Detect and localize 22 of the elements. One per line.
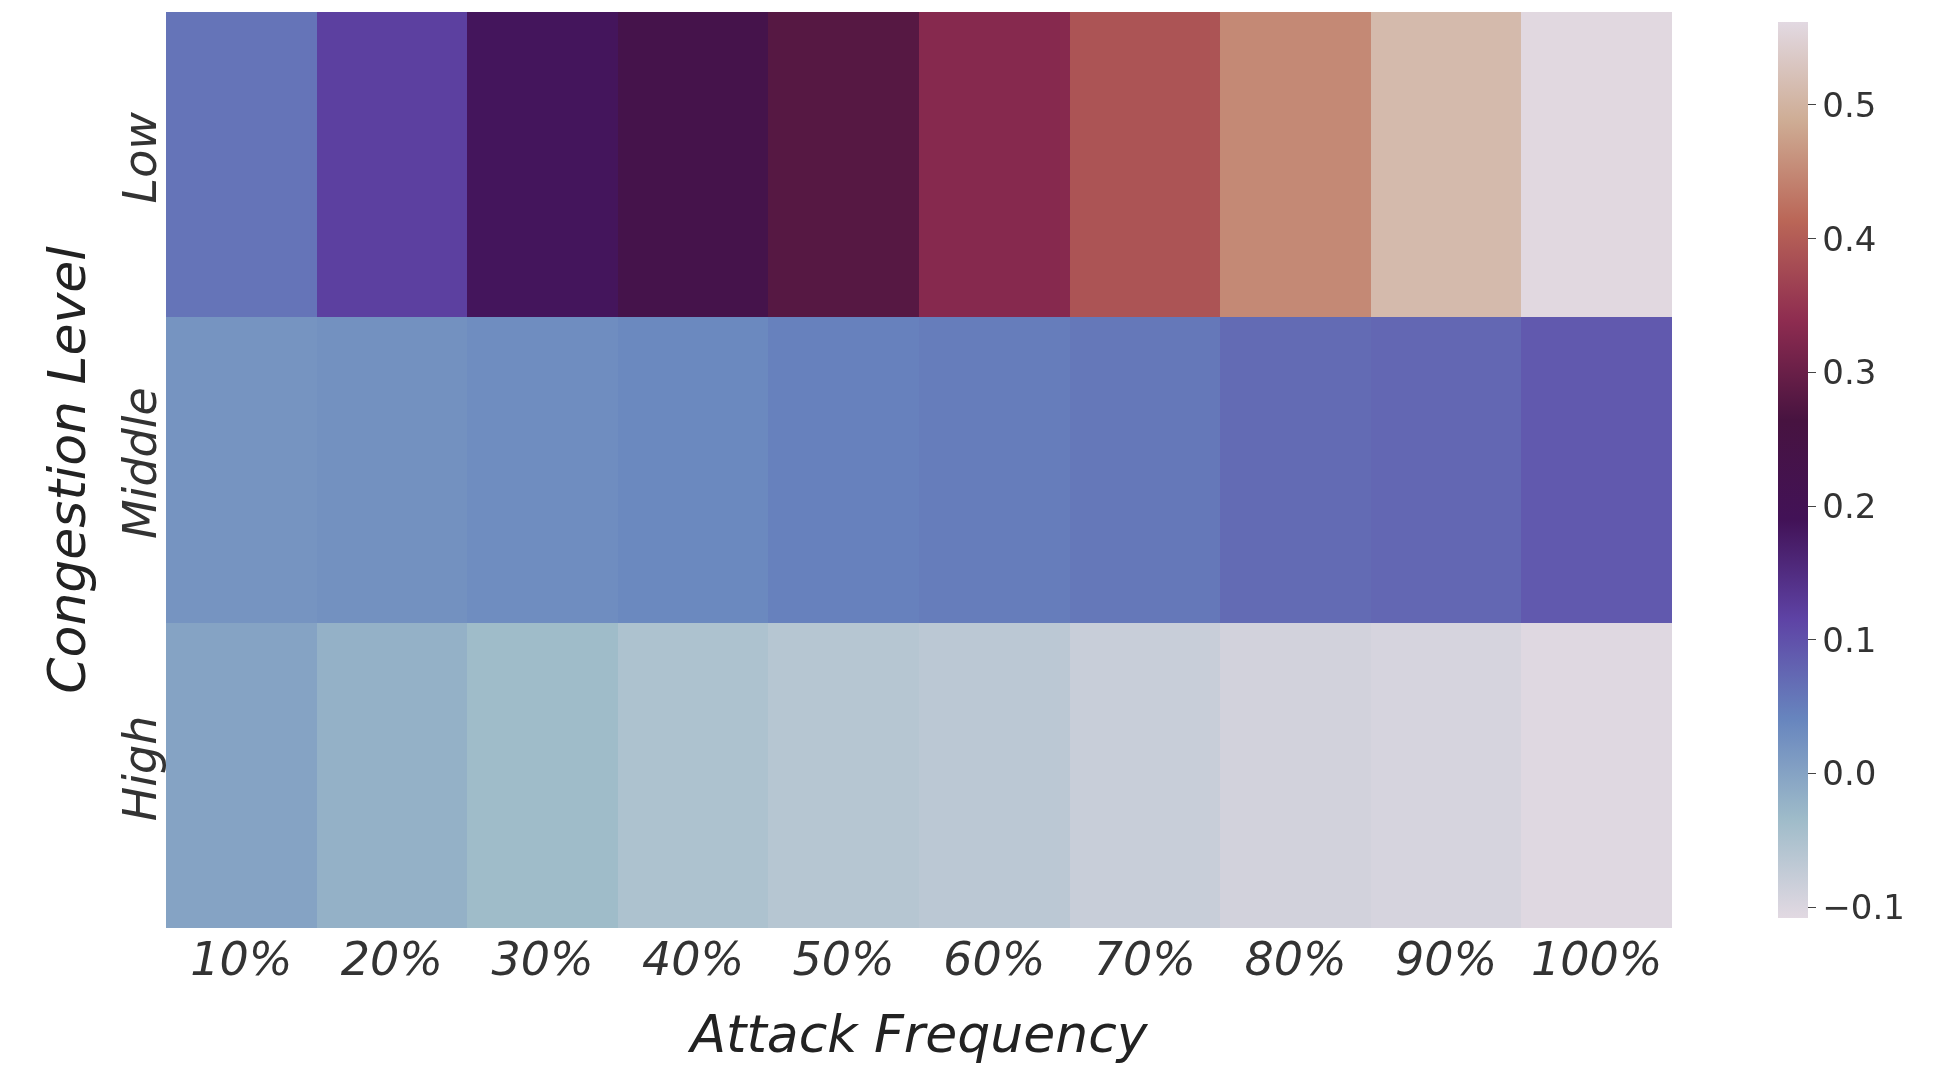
x-tick-label: 90% (1394, 932, 1498, 986)
x-tick-label: 40% (641, 932, 745, 986)
x-axis-title: Attack Frequency (687, 1003, 1149, 1064)
color-bar-label: 0.0 (1822, 753, 1877, 794)
color-bar-label: 0.3 (1822, 352, 1877, 393)
x-tick-label: 20% (340, 932, 444, 986)
y-tick-label: High (112, 715, 167, 822)
y-tick-label: Low (112, 111, 167, 204)
color-bar-label: 0.5 (1822, 84, 1877, 125)
x-tick-label: 70% (1093, 932, 1197, 986)
x-tick-label: 50% (792, 932, 895, 986)
x-tick-label: 30% (491, 932, 594, 986)
x-tick-label: 80% (1244, 932, 1347, 986)
y-tick-label: Middle (112, 387, 167, 540)
color-bar-label: 0.2 (1822, 486, 1877, 527)
x-tick-label: 100% (1530, 932, 1663, 986)
color-bar-label: 0.1 (1822, 619, 1877, 660)
x-tick-label: 60% (943, 932, 1046, 986)
y-axis-title: Congestion Level (37, 245, 98, 694)
color-bar-label: 0.4 (1822, 218, 1877, 259)
x-tick-label: 10% (190, 932, 293, 986)
color-bar-label: −0.1 (1822, 887, 1905, 928)
